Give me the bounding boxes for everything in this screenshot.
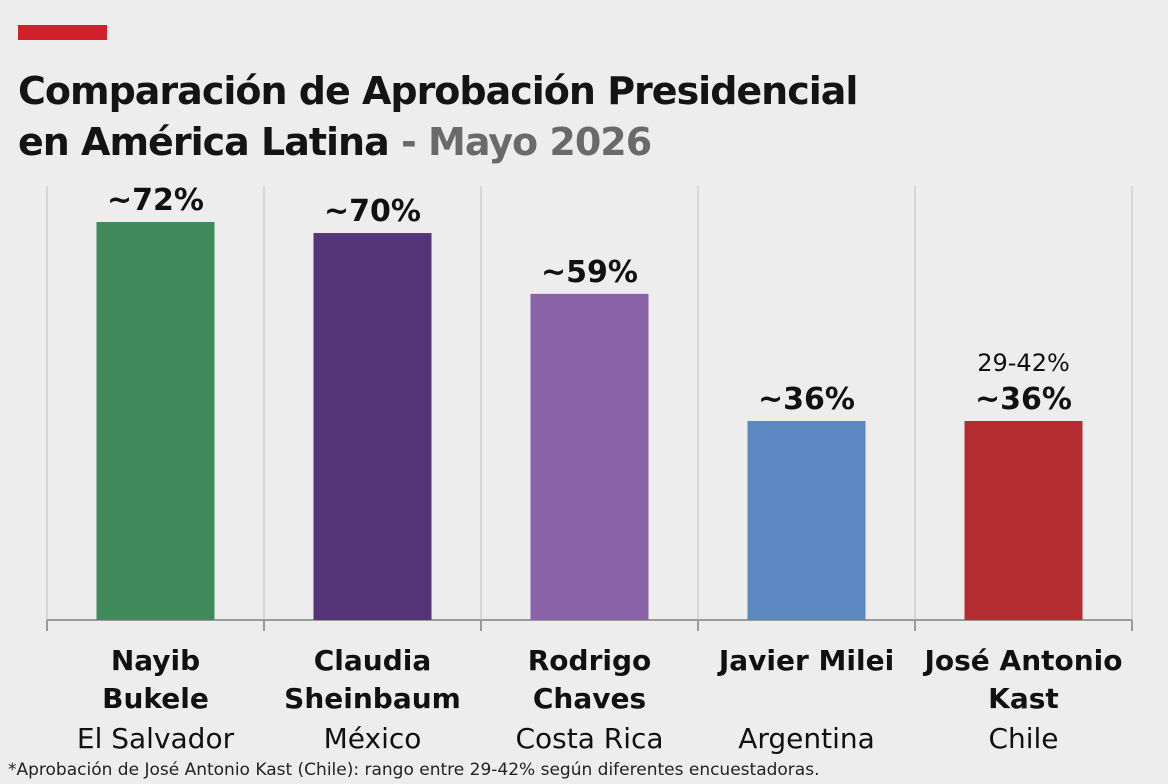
bar <box>747 421 866 620</box>
category-name: Bukele <box>102 682 209 715</box>
bar <box>96 222 215 620</box>
category-name: Claudia <box>314 644 432 677</box>
title-date: Mayo 2026 <box>428 120 652 164</box>
category-name: Javier Milei <box>717 644 894 677</box>
category-name: Sheinbaum <box>284 682 461 715</box>
title-line-1: Comparación de Aprobación Presidencial <box>18 69 858 113</box>
data-label: ~70% <box>324 194 421 229</box>
category-name: Nayib <box>111 644 200 677</box>
data-label: ~59% <box>541 255 638 290</box>
title-region: en América Latina <box>18 120 390 164</box>
title-separator: - <box>400 120 417 164</box>
category-name: Rodrigo <box>528 644 652 677</box>
data-label: ~72% <box>107 183 204 218</box>
category-country: Argentina <box>738 722 875 755</box>
category-name: Chaves <box>533 682 646 715</box>
category-country: El Salvador <box>77 722 235 755</box>
category-country: Chile <box>988 722 1058 755</box>
category-country: Costa Rica <box>515 722 663 755</box>
accent-bar <box>18 25 107 40</box>
title-line-2: en América Latina - Mayo 2026 <box>18 117 1138 168</box>
data-label: ~36% <box>975 382 1072 417</box>
chart-title: Comparación de Aprobación Presidencial e… <box>18 66 1138 168</box>
data-label: ~36% <box>758 382 855 417</box>
bar <box>964 421 1083 620</box>
range-label: 29-42% <box>977 349 1070 377</box>
bar <box>530 293 649 620</box>
category-name: Kast <box>988 682 1059 715</box>
bar <box>313 233 432 621</box>
footnote: *Aprobación de José Antonio Kast (Chile)… <box>8 760 820 780</box>
category-country: México <box>324 722 422 755</box>
category-name: José Antonio <box>922 644 1122 677</box>
